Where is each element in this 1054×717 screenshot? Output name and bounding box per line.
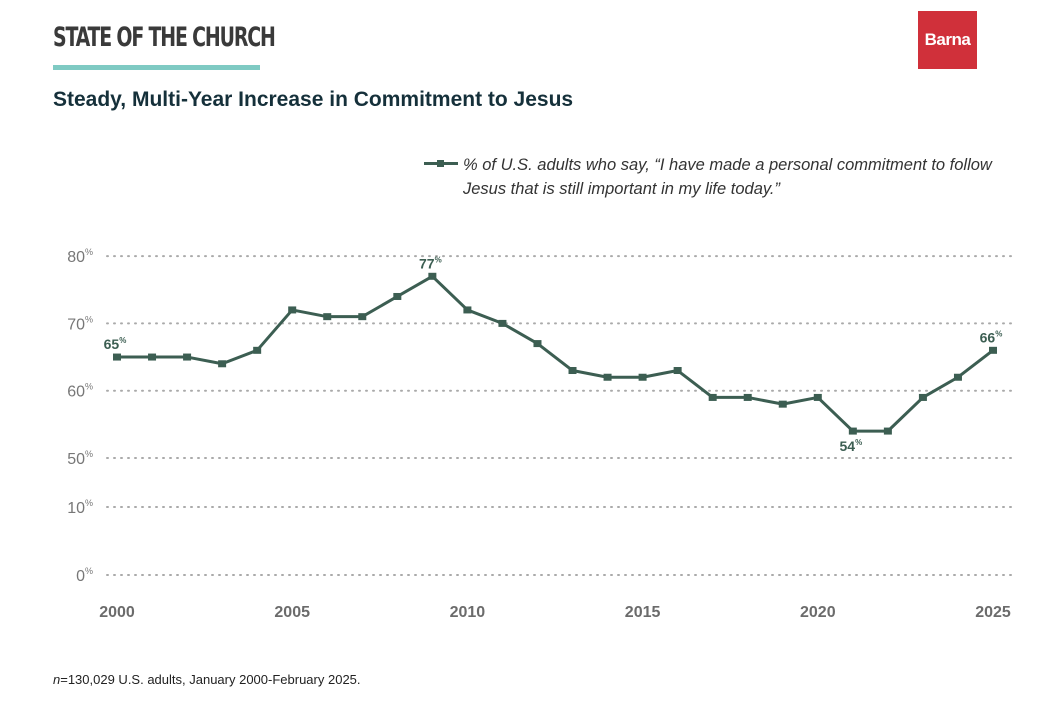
data-point xyxy=(883,427,892,435)
footnote-n: n xyxy=(53,672,61,687)
data-point xyxy=(708,393,717,401)
kicker-rule xyxy=(53,65,260,70)
data-point xyxy=(743,393,752,401)
data-point xyxy=(533,340,542,348)
data-point xyxy=(848,427,857,435)
data-point xyxy=(393,292,402,300)
data-point xyxy=(918,393,927,401)
data-point xyxy=(148,353,157,361)
data-point xyxy=(603,373,612,381)
legend-label: % of U.S. adults who say, “I have made a… xyxy=(463,156,992,198)
data-point xyxy=(183,353,192,361)
y-tick-label: 50% xyxy=(67,449,93,468)
data-label: 54% xyxy=(839,438,862,454)
data-point xyxy=(253,346,262,354)
data-point xyxy=(989,346,997,354)
data-point xyxy=(778,400,787,408)
data-label: 66% xyxy=(980,329,1003,345)
data-point xyxy=(813,393,822,401)
data-point xyxy=(673,367,682,375)
data-point xyxy=(218,360,227,368)
y-tick-label: 60% xyxy=(67,382,93,401)
chart-title: Steady, Multi-Year Increase in Commitmen… xyxy=(53,88,574,111)
legend: % of U.S. adults who say, “I have made a… xyxy=(424,153,1024,201)
x-tick-label: 2000 xyxy=(99,604,135,621)
y-tick-label: 80% xyxy=(67,247,93,266)
legend-line-marker-icon xyxy=(424,160,458,167)
data-point xyxy=(498,319,507,327)
data-label: 65% xyxy=(104,336,127,352)
data-point xyxy=(113,353,121,361)
data-label: 77% xyxy=(419,255,442,271)
x-tick-label: 2025 xyxy=(975,604,1011,621)
data-point xyxy=(288,306,297,314)
series-line xyxy=(117,274,994,433)
footnote-text: =130,029 U.S. adults, January 2000-Febru… xyxy=(60,672,361,687)
x-tick-label: 2015 xyxy=(625,604,661,621)
x-tick-label: 2005 xyxy=(274,604,310,621)
data-point xyxy=(358,313,367,321)
data-point xyxy=(323,313,332,321)
data-point xyxy=(568,367,577,375)
y-tick-label: 10% xyxy=(67,498,93,517)
y-tick-label: 0% xyxy=(76,566,93,585)
data-point xyxy=(463,306,472,314)
x-tick-label: 2010 xyxy=(450,604,486,621)
kicker-title: STATE OF THE CHURCH xyxy=(53,22,276,53)
data-point xyxy=(953,373,962,381)
footnote: n=130,029 U.S. adults, January 2000-Febr… xyxy=(53,672,361,687)
data-point xyxy=(428,272,437,280)
barna-logo: Barna xyxy=(918,11,977,69)
data-point xyxy=(638,373,647,381)
x-tick-label: 2020 xyxy=(800,604,836,621)
y-tick-label: 70% xyxy=(67,314,93,333)
